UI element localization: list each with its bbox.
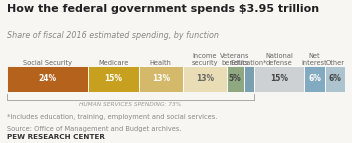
Text: Share of fiscal 2016 estimated spending, by function: Share of fiscal 2016 estimated spending,…	[7, 31, 219, 40]
Bar	[227, 66, 244, 92]
Text: How the federal government spends $3.95 trillion: How the federal government spends $3.95 …	[7, 4, 319, 14]
Text: Medicare: Medicare	[98, 60, 129, 66]
Text: HUMAN SERVICES SPENDING: 73%: HUMAN SERVICES SPENDING: 73%	[79, 102, 182, 107]
Text: 13%: 13%	[152, 74, 170, 83]
Text: Social Security: Social Security	[23, 60, 72, 66]
Text: 6%: 6%	[328, 74, 341, 83]
Text: PEW RESEARCH CENTER: PEW RESEARCH CENTER	[7, 134, 105, 140]
Bar	[139, 66, 183, 92]
Bar	[244, 66, 254, 92]
Bar	[7, 66, 88, 92]
Bar	[183, 66, 227, 92]
Text: Source: Office of Management and Budget archives.: Source: Office of Management and Budget …	[7, 126, 182, 132]
Text: Net
interest: Net interest	[302, 53, 327, 66]
Bar	[325, 66, 345, 92]
Text: 24%: 24%	[38, 74, 57, 83]
Text: *Includes education, training, employment and social services.: *Includes education, training, employmen…	[7, 114, 218, 120]
Text: 13%: 13%	[196, 74, 214, 83]
Bar	[304, 66, 325, 92]
Text: Education*: Education*	[231, 60, 267, 66]
Text: Health: Health	[150, 60, 172, 66]
Text: National
defense: National defense	[265, 53, 293, 66]
Text: Other: Other	[325, 60, 344, 66]
Text: 5%: 5%	[229, 74, 241, 83]
Bar	[254, 66, 304, 92]
Text: 6%: 6%	[308, 74, 321, 83]
Bar	[88, 66, 139, 92]
Text: Income
security: Income security	[191, 53, 218, 66]
Text: Veterans
benefits: Veterans benefits	[220, 53, 250, 66]
Text: 15%: 15%	[270, 74, 288, 83]
Text: 15%: 15%	[105, 74, 122, 83]
